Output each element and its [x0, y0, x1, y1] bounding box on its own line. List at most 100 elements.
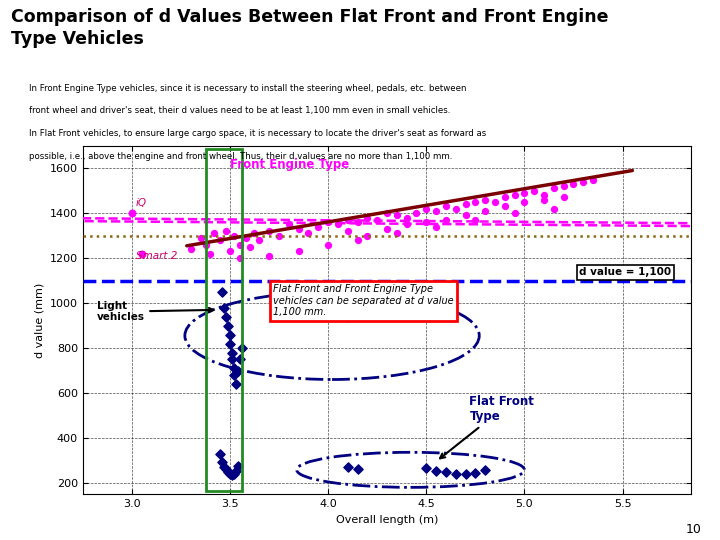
Text: In Front Engine Type vehicles, since it is necessary to install the steering whe: In Front Engine Type vehicles, since it …	[29, 84, 467, 93]
Text: d value = 1,100: d value = 1,100	[580, 267, 672, 277]
Point	[215, 449, 226, 458]
Point	[460, 470, 472, 478]
Point	[391, 211, 402, 220]
Point	[201, 240, 212, 249]
Point	[382, 225, 393, 233]
Point	[234, 240, 246, 249]
Point	[302, 229, 314, 238]
Text: front wheel and driver's seat, their d values need to be at least 1,100 mm even : front wheel and driver's seat, their d v…	[29, 106, 450, 116]
Point	[228, 370, 240, 379]
Point	[342, 312, 354, 321]
Point	[230, 380, 242, 388]
Point	[499, 202, 510, 211]
Point	[558, 193, 570, 202]
Point	[420, 464, 432, 472]
Point	[228, 470, 240, 478]
Point	[230, 466, 242, 475]
Point	[410, 307, 422, 315]
Point	[480, 207, 491, 215]
Point	[469, 215, 481, 224]
Point	[480, 195, 491, 204]
Point	[567, 180, 579, 188]
Point	[224, 330, 235, 339]
Point	[431, 222, 442, 231]
Point	[420, 205, 432, 213]
Point	[410, 209, 422, 218]
Point	[420, 310, 432, 319]
Point	[480, 465, 491, 474]
Point	[222, 321, 234, 330]
Point	[220, 227, 232, 235]
Point	[469, 198, 481, 206]
Point	[185, 245, 197, 253]
Point	[323, 218, 334, 226]
Point	[240, 234, 251, 242]
Point	[293, 308, 305, 316]
Point	[217, 457, 228, 466]
Point	[361, 231, 373, 240]
Point	[293, 225, 305, 233]
Point	[518, 188, 530, 197]
Point	[548, 184, 559, 193]
Point	[342, 227, 354, 235]
Point	[352, 465, 364, 474]
Text: Front Engine Type: Front Engine Type	[230, 158, 349, 171]
Point	[361, 213, 373, 222]
Text: Flat Front and Front Engine Type
vehicles can be separated at d value
1,100 mm.: Flat Front and Front Engine Type vehicle…	[273, 284, 454, 317]
Point	[226, 348, 238, 357]
Point	[217, 287, 228, 296]
Point	[460, 211, 472, 220]
Text: Flat Front
Type: Flat Front Type	[440, 395, 534, 458]
Point	[195, 234, 207, 242]
Point	[450, 470, 462, 478]
Point	[220, 465, 232, 474]
Point	[226, 355, 238, 363]
Point	[352, 310, 364, 319]
Text: In Flat Front vehicles, to ensure large cargo space, it is necessary to locate t: In Flat Front vehicles, to ensure large …	[29, 129, 486, 138]
Point	[440, 215, 451, 224]
Point	[539, 195, 550, 204]
Text: Comparison of d Values Between Flat Front and Front Engine
Type Vehicles: Comparison of d Values Between Flat Fron…	[11, 8, 608, 48]
Point	[460, 200, 472, 208]
Point	[234, 254, 246, 262]
Point	[283, 220, 294, 229]
Point	[218, 303, 230, 312]
Text: Light
vehicles: Light vehicles	[96, 301, 213, 322]
Point	[323, 240, 334, 249]
Point	[342, 215, 354, 224]
Point	[518, 198, 530, 206]
Text: iQ: iQ	[136, 199, 147, 208]
Point	[222, 467, 234, 476]
Point	[274, 231, 285, 240]
Point	[352, 218, 364, 226]
Point	[509, 191, 521, 200]
Text: Smart 2: Smart 2	[136, 251, 177, 261]
Point	[588, 175, 599, 184]
Point	[401, 220, 413, 229]
Point	[342, 463, 354, 471]
Point	[450, 205, 462, 213]
Point	[372, 215, 383, 224]
Point	[558, 182, 570, 191]
Bar	[207, 149, 242, 491]
Point	[401, 213, 413, 222]
Point	[232, 462, 243, 470]
Point	[431, 466, 442, 475]
Point	[209, 229, 220, 238]
Point	[224, 339, 235, 348]
Point	[499, 193, 510, 202]
Point	[312, 222, 324, 231]
Point	[248, 229, 259, 238]
Point	[224, 470, 235, 478]
Point	[283, 308, 294, 316]
Point	[234, 355, 246, 363]
Point	[226, 471, 238, 480]
Point	[293, 247, 305, 256]
Point	[220, 312, 232, 321]
Point	[528, 186, 540, 195]
Point	[136, 249, 148, 258]
Point	[420, 218, 432, 226]
Point	[228, 231, 240, 240]
X-axis label: Overall length (m): Overall length (m)	[336, 515, 438, 524]
Point	[391, 229, 402, 238]
